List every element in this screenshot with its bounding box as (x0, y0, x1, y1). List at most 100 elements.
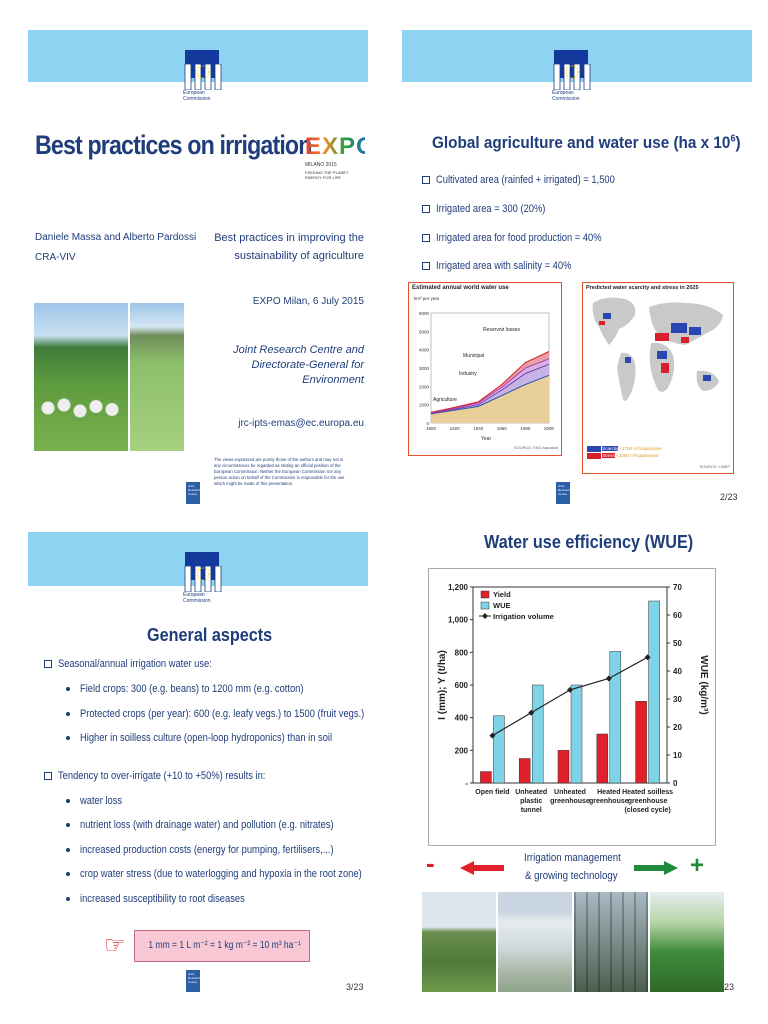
bullet-box-icon (422, 176, 430, 185)
y2-tick-label: 60 (673, 611, 682, 620)
berlaymont-building-icon (184, 566, 222, 592)
bullet-box-icon (44, 772, 52, 781)
bar-yield (480, 771, 492, 784)
bullet-dot-icon (66, 736, 70, 741)
fig2-legend: Scarcity <1700 m³/capita/year Stress <10… (587, 445, 662, 459)
sub-bullet: increased susceptibility to root disease… (66, 893, 274, 905)
bullet-box-icon (422, 234, 430, 243)
bullet-over-irrigate: Tendency to over-irrigate (+10 to +50%) … (44, 770, 302, 782)
plot-area (472, 586, 668, 784)
expo-letters: EXPO (305, 133, 376, 160)
point-irrigation-volume (644, 654, 651, 661)
subtitle-line-2: sustainability of agriculture (234, 250, 364, 262)
photo-soilless-greenhouse (650, 892, 724, 992)
fig1-unit: km³ per year (414, 296, 440, 301)
point-irrigation-volume (528, 709, 535, 716)
disclaimer: The views expressed are purely those of … (214, 457, 345, 486)
slide-general-aspects: European Commission General aspects Seaso… (0, 512, 384, 1024)
y-tick-label: 400 (455, 714, 469, 723)
fig1-series-label: Municipal (463, 353, 484, 359)
y-tick-label: 600 (455, 681, 469, 690)
bullet-box-icon (422, 262, 430, 271)
fig1-series-line (430, 351, 550, 413)
photo-crop-field (130, 303, 184, 451)
bar-wue (648, 600, 660, 784)
bar-yield (596, 733, 609, 784)
y-tick-label: 200 (455, 746, 469, 755)
category-label: tunnel (521, 807, 542, 814)
contact-email[interactable]: jrc-ipts-emas@ec.europa.eu (238, 418, 364, 429)
fig1-y-tick-label: 0 (426, 421, 429, 426)
y2-tick-label: 40 (673, 667, 682, 676)
figure-water-use: Estimated annual world water use km³ per… (408, 282, 562, 456)
expo-tag1: FEEDING THE PLANET (305, 170, 349, 175)
legend-stress: Stress <1000 m³/capita/year (587, 452, 662, 459)
authors: Daniele Massa and Alberto Pardossi (35, 232, 197, 243)
minus-sign: - (426, 848, 435, 878)
fig1-series-label: Industry (459, 371, 477, 377)
bar-wue (531, 684, 544, 784)
fig1-x-tick-label: 1960 (497, 426, 508, 431)
category-label: greenhouse (628, 798, 668, 805)
ec-logo: European Commission (544, 50, 606, 110)
wue-chart-frame: - 200 400 600 800 1,000 1,200 0 10 20 30 40 50 60 70 Op… (428, 568, 716, 846)
jrc-logo: Joint Research Centre (556, 482, 571, 504)
photo-greenhouse (574, 892, 648, 992)
bar-yield (557, 750, 570, 784)
expo-logo: EXPO MILANO 2015 FEEDING THE PLANET ENER… (305, 133, 376, 194)
category-label: Open field (475, 789, 509, 796)
slide-title: Global agriculture and water use (ha x 1… (432, 133, 741, 152)
y2-tick-label: 10 (673, 751, 682, 760)
y2-tick-label: 70 (673, 583, 682, 592)
bullet-dot-icon (66, 872, 70, 877)
pointing-hand-icon: ☞ (104, 932, 126, 959)
fig1-y-tick-label: 1000 (419, 403, 430, 408)
sub-bullet: crop water stress (due to waterlogging a… (66, 868, 384, 880)
y2-tick-label: 20 (673, 723, 682, 732)
plus-sign: + (690, 852, 705, 879)
bullet-food: Irrigated area for food production = 40% (422, 232, 631, 244)
category-label: greenhouse (550, 798, 590, 805)
sub-bullet: Field crops: 300 (e.g. beans) to 1200 mm… (66, 683, 343, 695)
bullet-dot-icon (66, 799, 70, 804)
ec-name: European Commission (183, 90, 211, 102)
fig1-x-tick-label: 1940 (473, 426, 484, 431)
affiliation: CRA-VIV (35, 252, 76, 263)
legend-scarcity: Scarcity <1700 m³/capita/year (587, 445, 662, 452)
fig1-y-tick-label: 2000 (419, 384, 430, 389)
ec-name: European Commission (183, 592, 211, 604)
category-label: Unheated (515, 789, 547, 796)
sub-bullet: Protected crops (per year): 600 (e.g. le… (66, 708, 384, 720)
legend-swatch (587, 452, 601, 459)
sub-bullet: increased production costs (energy for p… (66, 844, 378, 856)
jrc-line-1: Joint Research Centre and (233, 344, 364, 356)
slide-title: Water use efficiency (WUE) (484, 532, 694, 552)
wue-combo-chart: - 200 400 600 800 1,000 1,200 0 10 20 30 40 50 60 70 Op… (437, 583, 709, 814)
arrow-left-icon (460, 861, 504, 875)
jrc-logo: Joint Research Centre (186, 970, 201, 992)
figure-water-scarcity-map: Predicted water scarcity and stress in 2… (582, 282, 734, 474)
point-irrigation-volume (605, 675, 612, 682)
fig1-y-tick-label: 6000 (419, 311, 430, 316)
sub-bullet: Higher in soilless culture (open-loop hy… (66, 732, 377, 744)
jrc-line-3: Environment (302, 374, 364, 386)
fig1-y-tick-label: 3000 (419, 366, 430, 371)
y2-tick-label: 0 (673, 779, 678, 788)
fig1-title: Estimated annual world water use (412, 285, 509, 291)
bar-wue (609, 651, 622, 784)
ec-logo: European Commission (175, 50, 237, 110)
y-tick-label: - (465, 779, 468, 788)
bullet-salinity: Irrigated area with salinity = 40% (422, 260, 595, 272)
fig1-area-chart: 0 1000 2000 3000 4000 5000 6000 1900 1920 1940 196… (419, 311, 555, 431)
fig1-series-line (430, 374, 550, 415)
y-tick-label: 1,200 (448, 583, 469, 592)
bar-wue (493, 715, 505, 784)
y2-tick-label: 30 (673, 695, 682, 704)
bullet-dot-icon (66, 897, 70, 902)
bullet-box-icon (422, 205, 430, 214)
point-irrigation-volume (567, 686, 573, 693)
page-number: 2/23 (720, 492, 738, 502)
fig2-title: Predicted water scarcity and stress in 2… (586, 285, 699, 291)
fig1-x-tick-label: 1920 (450, 426, 461, 431)
fig2-source: SOURCE: UNEP (699, 464, 730, 469)
